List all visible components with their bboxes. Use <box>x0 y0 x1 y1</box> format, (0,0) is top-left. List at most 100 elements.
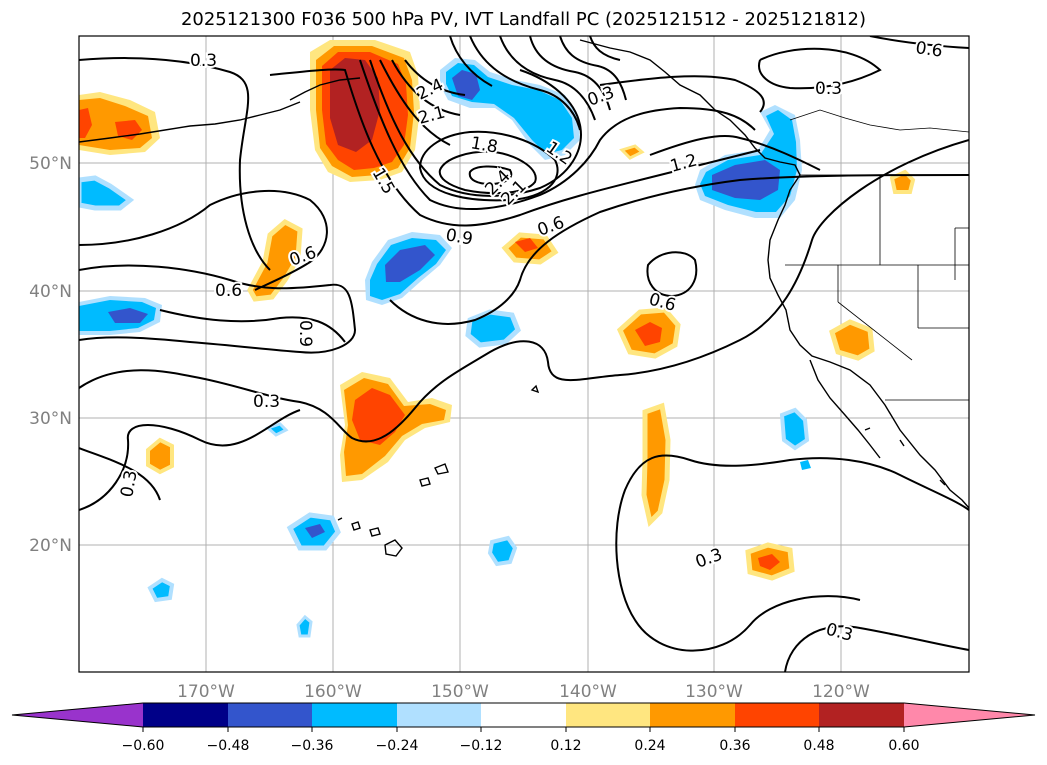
contour-fan-4 <box>559 36 627 101</box>
lat-label: 40°N <box>29 282 72 302</box>
contour-label: 0.9 <box>295 320 315 347</box>
colorbar-tick-label: 0.60 <box>888 738 919 754</box>
anomaly-blob-172w-16n <box>147 577 175 603</box>
political-borders <box>785 109 969 401</box>
anomaly-blob-155w-43n <box>365 232 452 305</box>
colorbar-segment <box>566 703 650 727</box>
colorbar-tick-label: −0.60 <box>122 738 165 754</box>
contour-0.6-main <box>159 309 346 343</box>
lon-label: 140°W <box>559 682 617 702</box>
anomaly-blob-175w-48n <box>79 175 135 211</box>
colorbar-tick-label: 0.24 <box>634 738 665 754</box>
anomaly-blob-136w-26n <box>641 402 671 527</box>
contour-2.4-north <box>404 59 466 96</box>
anomaly-blob-147w-37n <box>465 309 521 348</box>
contour-0.6-ne <box>869 36 969 49</box>
colorbar-tick-label: 0.12 <box>550 738 581 754</box>
contour-0.3-north <box>79 57 271 271</box>
lat-label: 30°N <box>29 409 72 429</box>
anomaly-blob-146w-20n <box>487 535 518 567</box>
anomaly-blob-139w-51n <box>619 144 645 160</box>
anomaly-blob-175w-38n <box>79 296 162 335</box>
coastline-alaska-peninsula <box>289 77 361 101</box>
contour-fan-5 <box>589 36 621 61</box>
coastline-baja <box>809 359 881 459</box>
colorbar-tick-label: −0.24 <box>376 738 419 754</box>
colorbar-segment <box>650 703 735 727</box>
coastline-aleutians <box>79 101 301 143</box>
lat-label: 20°N <box>29 536 72 556</box>
contour-0.6-loop <box>646 251 698 298</box>
contour-1.8 <box>418 130 559 202</box>
contour-label: 0.3 <box>253 392 280 412</box>
contour-0.3-ne <box>758 47 882 90</box>
colorbar-extend-high <box>904 703 1035 727</box>
contour-0.9 <box>269 68 761 227</box>
lon-label: 170°W <box>177 682 235 702</box>
map-frame <box>78 35 970 673</box>
colorbar-ticks <box>142 727 905 732</box>
contour-1.2 <box>359 59 756 210</box>
anomaly-blob-118w-36n <box>829 319 875 361</box>
anomaly-blob-127w-49n <box>695 105 802 218</box>
colorbar-tick-label: −0.12 <box>460 738 503 754</box>
lon-label: 130°W <box>685 682 743 702</box>
lon-label: 120°W <box>812 682 870 702</box>
colorbar-tick-label: 0.48 <box>803 738 834 754</box>
ivt-contours <box>79 36 969 672</box>
longitude-labels: 170°W 160°W 150°W 140°W 130°W 120°W <box>177 682 870 702</box>
colorbar-segment <box>312 703 397 727</box>
colorbar-segment <box>397 703 481 727</box>
contour-2.1-inner <box>438 150 537 195</box>
anomaly-blob-175w-27n <box>146 437 174 475</box>
contour-0.3-south <box>615 454 969 652</box>
anomaly-blob-164w-29n <box>265 422 289 437</box>
contour-2.1-north <box>391 59 461 116</box>
colorbar-tick-label: −0.36 <box>291 738 334 754</box>
contour-1.8-north <box>379 59 451 146</box>
contour-label: 0.6 <box>914 38 944 62</box>
colorbar-tick-label: −0.48 <box>207 738 250 754</box>
hawaii-islands <box>337 517 403 557</box>
contour-0.6-mid <box>79 190 328 291</box>
contour-0.3-tropics <box>79 447 161 501</box>
anomaly-blob-150w-55n <box>440 58 580 160</box>
contour-fan-2 <box>499 36 596 121</box>
contour-label: 0.3 <box>815 79 842 99</box>
map-title: 2025121300 F036 500 hPa PV, IVT Landfall… <box>180 9 867 30</box>
anomaly-blob-115w-49n <box>889 169 916 194</box>
contour-0.6-band <box>79 264 357 354</box>
anomaly-blob-162w-13n <box>296 614 313 638</box>
anomaly-blob-165w-42n <box>247 218 303 302</box>
lat-label: 50°N <box>29 154 72 174</box>
colorbar-segment <box>143 703 228 727</box>
contour-fan-3 <box>529 36 611 111</box>
contour-0.3-se <box>784 625 969 672</box>
coastline-north-america <box>579 39 969 509</box>
lon-label: 150°W <box>431 682 489 702</box>
contour-0.6-inner <box>649 135 821 171</box>
contour-0.3-sw <box>79 409 301 511</box>
anomaly-blob-123w-29n <box>779 407 810 451</box>
anomaly-blob-122w-25n <box>800 460 811 470</box>
colorbar-tick-label: 0.36 <box>719 738 750 754</box>
colorbar-segment <box>819 703 904 727</box>
latitude-labels: 50°N 40°N 30°N 20°N <box>29 154 72 556</box>
contour-0.3-main <box>79 139 969 443</box>
positive-anomaly-areas <box>79 40 916 581</box>
contour-0.6-eastward <box>389 174 969 325</box>
coastlines <box>79 39 969 557</box>
contour-fan-6 <box>449 36 493 87</box>
colorbar-extend-low <box>12 703 143 727</box>
contour-0.6-north <box>599 75 765 113</box>
contour-label: 0.6 <box>215 281 242 301</box>
negative-anomaly-areas <box>79 58 811 638</box>
anomaly-blob-west-pacific <box>79 92 160 155</box>
contour-2.4-inner <box>468 165 513 186</box>
contour-label: 0.3 <box>190 51 217 71</box>
contour-label: 0.3 <box>117 469 141 499</box>
colorbar-segment <box>481 703 566 727</box>
contour-fan-1 <box>469 36 581 131</box>
map-panel: 0.3 0.3 0.6 0.3 2.4 2.1 1.8 1.2 1.2 2.4 … <box>79 36 969 672</box>
